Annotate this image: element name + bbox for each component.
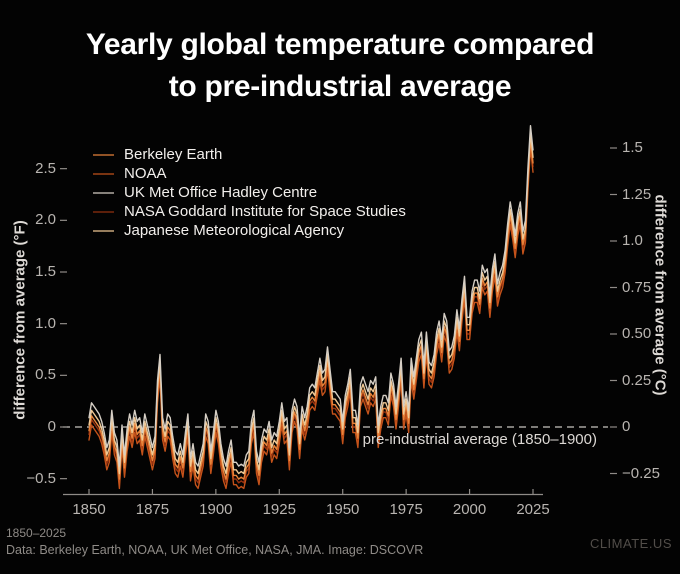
left-tick-label: 2.0 — [35, 211, 56, 229]
legend-label: NOAA — [124, 165, 167, 182]
footer-brand: CLIMATE.US — [589, 536, 672, 551]
footer-data-credit: Data: Berkeley Earth, NOAA, UK Met Offic… — [6, 543, 424, 557]
x-tick-label: 1925 — [262, 501, 296, 518]
x-tick-label: 1875 — [135, 501, 170, 518]
legend-swatch-line-icon — [93, 229, 114, 232]
right-tick-label: 1.0 — [622, 232, 643, 249]
right-tick-label: 0.50 — [622, 325, 652, 342]
series-line-noaa — [88, 147, 534, 490]
x-tick-label: 1850 — [72, 501, 106, 518]
legend-swatch-line-icon — [93, 153, 114, 156]
chart-title-line1: Yearly global temperature compared — [85, 28, 595, 61]
legend-swatch-line-icon — [93, 210, 114, 213]
x-tick-label: 2025 — [516, 501, 550, 518]
series-line-berkeley-earth — [88, 137, 534, 480]
right-tick-label: 1.5 — [622, 139, 643, 156]
chart-title: Yearly global temperature compared to pr… — [0, 24, 680, 108]
series-line-uk-met-office-hadley-centre — [88, 124, 534, 467]
x-tick-label: 1950 — [326, 501, 360, 518]
legend-item: Japanese Meteorological Agency — [93, 222, 406, 239]
right-tick-label: −0.25 — [622, 464, 660, 482]
right-tick-label: 1.25 — [622, 185, 652, 203]
left-tick-label: −0.5 — [26, 469, 56, 487]
left-tick-label: 1.5 — [35, 263, 56, 280]
chart-title-line2: to pre-industrial average — [168, 70, 512, 103]
right-axis-title: difference from average (°C) — [651, 194, 669, 396]
series-line-japanese-meteorological-agency — [88, 132, 534, 475]
legend-swatch-line-icon — [93, 172, 114, 175]
right-tick-label: 0.75 — [622, 278, 652, 296]
legend-label: Japanese Meteorological Agency — [124, 222, 345, 239]
footer-date-range: 1850–2025 — [6, 526, 67, 540]
left-axis-title: difference from average (°F) — [11, 220, 29, 420]
right-tick-label: 0 — [622, 418, 631, 435]
legend-item: UK Met Office Hadley Centre — [93, 184, 406, 201]
left-tick-label: 1.0 — [35, 314, 56, 332]
legend-item: Berkeley Earth — [93, 146, 406, 163]
legend-label: Berkeley Earth — [124, 146, 223, 163]
baseline-annotation: pre-industrial average (1850–1900) — [362, 431, 597, 448]
x-tick-label: 1900 — [199, 501, 233, 518]
left-tick-label: 0.5 — [35, 366, 56, 384]
legend-swatch-line-icon — [93, 191, 114, 194]
left-tick-label: 2.5 — [35, 159, 56, 177]
left-tick-label: 0 — [47, 418, 56, 435]
x-tick-label: 1975 — [389, 501, 423, 518]
x-tick-label: 2000 — [452, 501, 487, 518]
legend-item: NASA Goddard Institute for Space Studies — [93, 203, 406, 220]
legend-label: UK Met Office Hadley Centre — [124, 184, 318, 201]
legend: Berkeley Earth NOAA UK Met Office Hadley C… — [93, 146, 406, 239]
right-tick-label: 0.25 — [622, 371, 652, 389]
legend-item: NOAA — [93, 165, 406, 182]
legend-label: NASA Goddard Institute for Space Studies — [124, 203, 406, 220]
